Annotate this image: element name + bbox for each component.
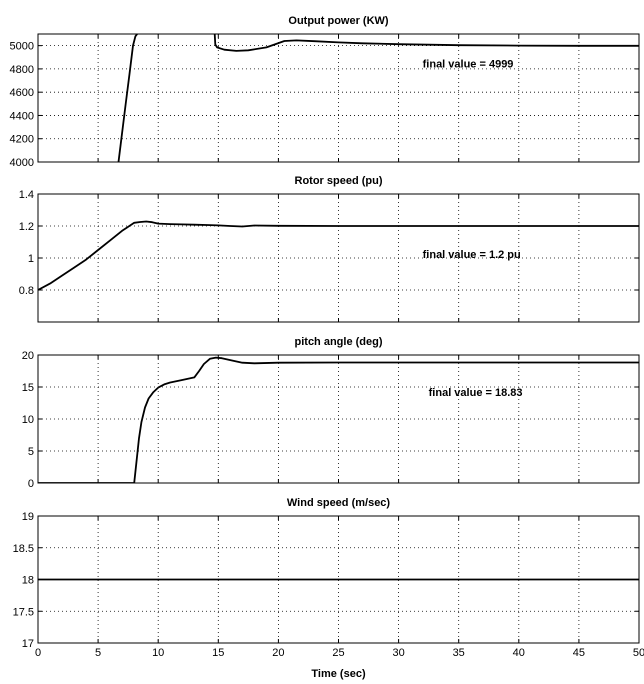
y-tick-label: 1.4 — [19, 189, 34, 201]
x-tick-label: 35 — [453, 647, 465, 659]
x-tick-label: 30 — [392, 647, 404, 659]
y-tick-label: 1 — [28, 253, 34, 265]
y-tick-label: 4200 — [10, 134, 34, 146]
annotation-final-value: final value = 18.83 — [429, 387, 523, 399]
y-tick-label: 0.8 — [19, 285, 34, 297]
annotation-final-value: final value = 1.2 pu — [423, 249, 521, 261]
y-tick-label: 4600 — [10, 87, 34, 99]
y-tick-label: 0 — [28, 478, 34, 490]
subplot-title: pitch angle (deg) — [295, 336, 383, 348]
series-line-1 — [38, 356, 639, 483]
x-tick-label: 25 — [332, 647, 344, 659]
subplot-title: Wind speed (m/sec) — [287, 497, 391, 509]
series-line-1 — [117, 34, 138, 162]
x-tick-label: 5 — [95, 647, 101, 659]
annotation-final-value: final value = 4999 — [423, 59, 514, 71]
subplot-3: 0 5 10 15 20 pitch angle (deg) final value = 1… — [22, 336, 640, 490]
y-tick-label: 5000 — [10, 41, 34, 53]
x-axis-label: Time (sec) — [311, 668, 366, 680]
subplot-2: 0.8 1 1.2 1.4 Rotor speed (pu) final value = … — [19, 175, 640, 323]
y-tick-label: 10 — [22, 414, 34, 426]
y-tick-label: 4400 — [10, 110, 34, 122]
x-tick-label: 20 — [272, 647, 284, 659]
y-tick-label: 15 — [22, 382, 34, 394]
subplot-title: Rotor speed (pu) — [295, 175, 383, 187]
x-tick-label: 50 — [633, 647, 644, 659]
y-tick-label: 1.2 — [19, 221, 34, 233]
subplot-1: 4000 4200 4400 4600 4800 5000 Output power (KW… — [10, 15, 640, 169]
x-tick-label: 10 — [152, 647, 164, 659]
y-tick-label: 18 — [22, 575, 34, 587]
series-line-2 — [213, 34, 639, 52]
x-tick-label: 15 — [212, 647, 224, 659]
subplot-4: 17 17.5 18 18.5 19 0 5 10 15 20 25 30 35 40 45 50 Wind s… — [13, 497, 644, 680]
subplot-title: Output power (KW) — [288, 15, 389, 27]
x-tick-label: 40 — [513, 647, 525, 659]
y-tick-label: 5 — [28, 446, 34, 458]
y-tick-label: 4800 — [10, 64, 34, 76]
y-tick-label: 18.5 — [13, 543, 34, 555]
y-tick-label: 19 — [22, 511, 34, 523]
y-tick-label: 17.5 — [13, 606, 34, 618]
series-line-1 — [38, 220, 639, 291]
x-tick-label: 0 — [35, 647, 41, 659]
y-tick-label: 17 — [22, 638, 34, 650]
y-tick-label: 20 — [22, 350, 34, 362]
x-tick-label: 45 — [573, 647, 585, 659]
y-tick-label: 4000 — [10, 157, 34, 169]
